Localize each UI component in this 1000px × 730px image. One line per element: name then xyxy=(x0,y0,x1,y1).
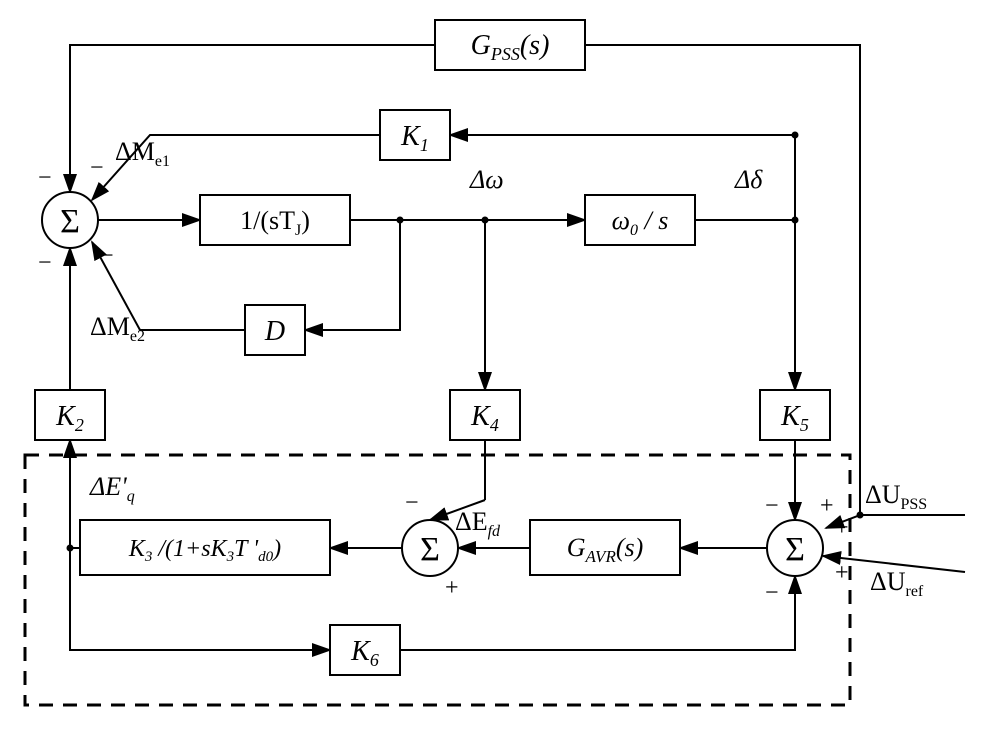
sign: − xyxy=(765,493,779,519)
block-diagram: GPSS(s) K1 1/(sTJ) ω0 / s D K2 K xyxy=(0,0,1000,730)
summer-1: Σ xyxy=(42,192,98,248)
block-integrator: ω0 / s xyxy=(585,195,695,245)
sign: + xyxy=(835,560,849,586)
svg-text:D: D xyxy=(264,316,285,347)
svg-text:Σ: Σ xyxy=(60,203,80,240)
block-k2: K2 xyxy=(35,390,105,440)
label-dw: Δω xyxy=(469,165,504,194)
svg-text:ω0 / s: ω0 / s xyxy=(612,206,669,239)
block-k5: K5 xyxy=(760,390,830,440)
label-dEq: ΔE'q xyxy=(89,472,135,505)
block-gpss: GPSS(s) xyxy=(435,20,585,70)
summer-3: Σ xyxy=(767,520,823,576)
subsystem-box xyxy=(25,455,850,705)
sign: + xyxy=(820,493,834,519)
sign: − xyxy=(38,165,52,191)
svg-text:Σ: Σ xyxy=(785,531,805,568)
block-inertia: 1/(sTJ) xyxy=(200,195,350,245)
block-gavr: GAVR(s) xyxy=(530,520,680,575)
label-dUpss: ΔUPSS xyxy=(865,480,927,513)
block-k4: K4 xyxy=(450,390,520,440)
svg-text:Σ: Σ xyxy=(420,531,440,568)
sign: − xyxy=(765,580,779,606)
sign: + xyxy=(445,575,459,601)
sign: − xyxy=(90,155,104,181)
label-dd: Δδ xyxy=(734,165,763,194)
label-dUref: ΔUref xyxy=(870,567,924,600)
label-dMe1: ΔMe1 xyxy=(115,137,170,170)
block-damping: D xyxy=(245,305,305,355)
label-dEfd: ΔEfd xyxy=(455,507,501,540)
sign: − xyxy=(38,250,52,276)
label-dMe2: ΔMe2 xyxy=(90,312,145,345)
summer-2: Σ xyxy=(402,520,458,576)
block-k3: K3 /(1+sK3T 'd0) xyxy=(80,520,330,575)
sign: − xyxy=(100,243,114,269)
sign: − xyxy=(405,490,419,516)
block-k1: K1 xyxy=(380,110,450,160)
block-k6: K6 xyxy=(330,625,400,675)
sign: + xyxy=(835,515,849,541)
